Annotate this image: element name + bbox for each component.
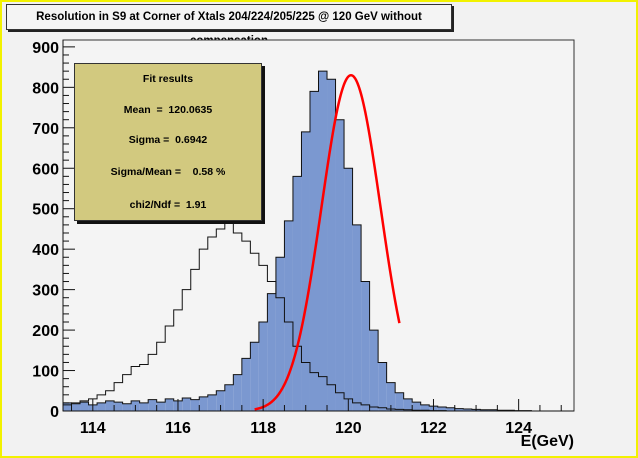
histogram-bar: [267, 293, 276, 411]
histogram-bar: [292, 176, 302, 411]
histogram-bar: [361, 281, 370, 411]
histogram-bar: [463, 408, 472, 411]
gaussian-fit-curve: [254, 73, 401, 411]
histogram-bar: [275, 257, 285, 411]
histogram-bar: [250, 342, 259, 411]
histogram-bar: [284, 220, 293, 411]
fit-sigma: Sigma = 0.6942: [128, 134, 208, 146]
histogram-bar: [105, 400, 115, 411]
histogram-bar: [480, 409, 489, 411]
histogram-bar: [327, 79, 336, 412]
histogram-bar: [63, 402, 72, 411]
histogram-bar: [258, 321, 268, 411]
y-tick-label: 500: [32, 202, 59, 219]
histogram-bar: [165, 398, 174, 411]
fit-results-box: Fit results Mean = 120.0635 Sigma = 0.69…: [74, 63, 262, 221]
x-tick-label: 122: [420, 420, 447, 437]
fit-sigma-over-mean: Sigma/Mean = 0.58 %: [110, 166, 226, 178]
histogram-bar: [412, 402, 421, 411]
y-tick-label: 300: [32, 283, 59, 300]
x-tick-label: 116: [165, 420, 191, 437]
fit-chi2: chi2/Ndf = 1.91: [129, 199, 207, 211]
histogram-bar: [352, 224, 362, 411]
histogram-bar: [114, 402, 123, 411]
y-tick-label: 800: [32, 80, 59, 97]
x-axis-label: E(GeV): [521, 433, 574, 450]
histogram-bar: [344, 168, 353, 411]
histogram-bar: [301, 131, 310, 411]
histogram-bar: [148, 399, 157, 411]
histogram-bar: [378, 362, 387, 411]
fit-results-heading: Fit results: [142, 73, 194, 85]
histogram-bar: [403, 398, 413, 411]
x-tick-label: 124: [505, 420, 532, 437]
histogram-bar: [420, 404, 430, 411]
histogram-bar: [488, 409, 498, 411]
chart-title: Resolution in S9 at Corner of Xtals 204/…: [6, 4, 452, 47]
y-tick-label: 200: [32, 323, 59, 340]
histogram-bar: [437, 406, 447, 411]
histogram-bar: [318, 71, 328, 411]
histogram-bar: [369, 330, 379, 411]
y-tick-label: 100: [32, 364, 59, 381]
filled-histogram-outline: [62, 70, 574, 412]
histogram-bar: [446, 407, 455, 411]
histogram-bar: [122, 403, 132, 411]
y-tick-label: 900: [32, 40, 59, 57]
histogram-bar: [454, 408, 464, 411]
histogram-bar: [71, 403, 81, 411]
histogram-bar: [199, 396, 208, 411]
y-tick-label: 600: [32, 161, 59, 178]
histogram-bar: [395, 392, 404, 411]
histogram-bar: [233, 374, 242, 411]
histogram-bar: [335, 119, 345, 411]
histogram-bar: [80, 402, 89, 411]
histogram-bar: [139, 402, 149, 411]
x-tick-label: 118: [250, 420, 276, 437]
histogram-bar: [386, 382, 396, 411]
histogram-bar: [156, 402, 166, 411]
histogram-bar: [216, 390, 225, 411]
histogram-bar: [224, 384, 234, 411]
y-tick-label: 700: [32, 121, 59, 138]
x-tick-label: 120: [335, 420, 362, 437]
y-tick-label: 400: [32, 242, 59, 259]
histogram-bar: [190, 399, 200, 411]
histogram-bar: [182, 398, 191, 411]
y-tick-label: 0: [50, 404, 59, 421]
fit-mean: Mean = 120.0635: [123, 104, 213, 116]
x-tick-label: 114: [80, 420, 106, 437]
histogram-bar: [241, 358, 251, 411]
histogram-bar: [207, 394, 217, 411]
histogram-bar: [97, 402, 106, 411]
